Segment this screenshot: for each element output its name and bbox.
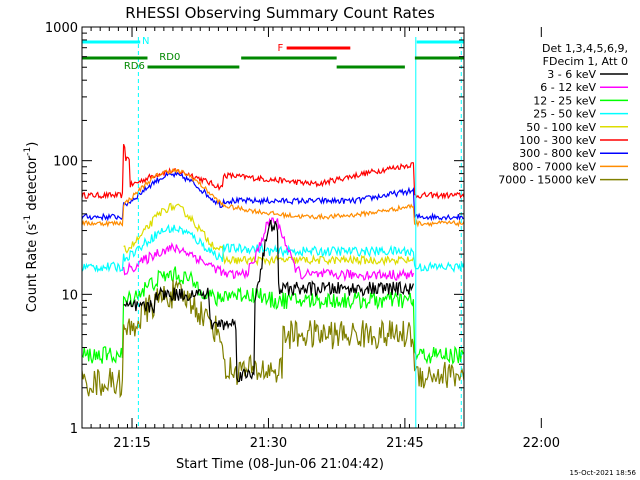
status-flags: N RD0 RD6 F	[82, 36, 464, 72]
x-tick-label: 21:45	[386, 436, 423, 451]
x-axis-title: Start Time (08-Jun-06 21:04:42)	[176, 457, 384, 472]
legend-label: 300 - 800 keV	[519, 147, 596, 160]
series-line-100-300-kev	[82, 143, 464, 200]
legend-label: 7000 - 15000 keV	[498, 174, 596, 187]
legend-label: 25 - 50 keV	[533, 108, 596, 121]
series-line-50-100-kev	[123, 202, 414, 267]
y-axis-title: Count Rate (s-1 detector-1)	[23, 142, 40, 313]
legend-label: 3 - 6 keV	[547, 68, 596, 81]
chart-title: RHESSI Observing Summary Count Rates	[125, 4, 435, 22]
y-tick-label: 10	[61, 288, 78, 303]
legend-label: 6 - 12 keV	[540, 81, 596, 94]
y-tick-label: 1000	[45, 21, 78, 36]
y-tick-label: 1	[70, 422, 78, 437]
series-line-6-12-kev	[123, 217, 414, 282]
x-tick-label: 21:15	[113, 436, 150, 451]
flag-label-rd0: RD0	[159, 52, 180, 63]
y-axis-title-part2: detector	[25, 155, 40, 215]
legend-header-2: FDecim 1, Att 0	[543, 55, 628, 68]
series-line-7000-15000-kev	[82, 279, 464, 399]
footer-timestamp: 15-Oct-2021 18:56	[570, 469, 637, 477]
legend-label: 800 - 7000 keV	[512, 160, 596, 173]
flag-label-rd6: RD6	[124, 61, 145, 72]
legend: Det 1,3,4,5,6,9, FDecim 1, Att 0 3 - 6 k…	[498, 42, 628, 187]
x-tick-label: 22:00	[523, 436, 560, 451]
plot-series-layer	[82, 37, 464, 428]
legend-label: 12 - 25 keV	[533, 94, 596, 107]
series-line-800-7000-kev	[82, 167, 464, 228]
plot-area	[82, 37, 464, 428]
series-line-3-6-kev	[123, 219, 414, 383]
legend-label: 50 - 100 keV	[526, 121, 596, 134]
y-axis-title-sup1: -1	[23, 215, 33, 224]
y-axis-title-part1: Count Rate (s	[25, 224, 40, 313]
legend-header-1: Det 1,3,4,5,6,9,	[542, 42, 628, 55]
series-line-12-25-kev	[82, 266, 464, 365]
series-line-25-50-kev	[82, 223, 464, 273]
y-axis-title-sup2: -1	[23, 147, 33, 156]
y-axis-title-end: )	[25, 142, 40, 147]
series-line-300-800-kev	[82, 171, 464, 222]
y-tick-label: 100	[53, 155, 78, 170]
x-tick-label: 21:30	[250, 436, 287, 451]
flag-label-f: F	[278, 43, 284, 54]
flag-label-n: N	[142, 36, 149, 47]
legend-label: 100 - 300 keV	[519, 134, 596, 147]
